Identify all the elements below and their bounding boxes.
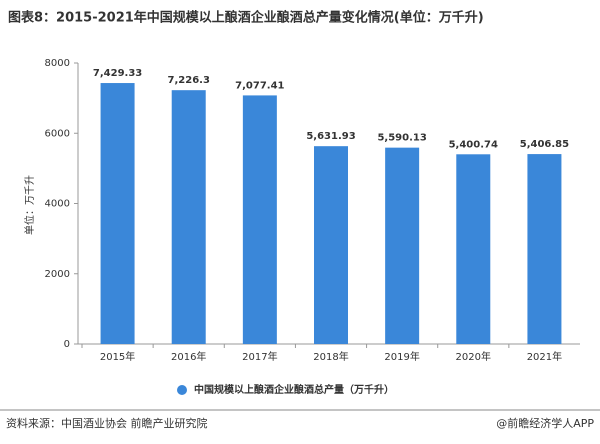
value-label: 5,590.13 (377, 133, 426, 144)
source: 资料来源：中国酒业协会 前瞻产业研究院 (6, 416, 208, 430)
value-label: 7,226.3 (168, 75, 210, 86)
value-label: 5,631.93 (306, 131, 355, 142)
y-tick-label: 4000 (45, 199, 70, 210)
x-tick-label: 2019年 (384, 350, 419, 363)
chart-title: 图表8：2015-2021年中国规模以上酿酒企业酿酒总产量变化情况(单位：万千升… (8, 10, 484, 26)
x-tick-label: 2015年 (100, 350, 135, 363)
value-label: 7,077.41 (235, 80, 284, 91)
value-label: 7,429.33 (93, 68, 142, 79)
bar (456, 154, 491, 344)
value-label: 5,400.74 (449, 139, 498, 150)
bar (242, 95, 277, 344)
x-tick-label: 2020年 (456, 350, 491, 363)
legend-marker (177, 385, 187, 395)
credit: @前瞻经济学人APP (496, 416, 594, 430)
x-tick-label: 2021年 (527, 350, 562, 363)
bar (527, 154, 562, 344)
value-label: 5,406.85 (520, 139, 569, 150)
x-tick-label: 2018年 (313, 350, 348, 363)
bar (314, 146, 348, 344)
x-tick-label: 2017年 (242, 350, 277, 363)
y-axis-label: 单位：万千升 (23, 175, 36, 235)
y-tick-label: 2000 (45, 269, 70, 280)
bar (171, 90, 206, 345)
y-tick-label: 8000 (45, 58, 70, 69)
y-tick-label: 0 (64, 339, 70, 350)
bar (385, 147, 420, 344)
bar (100, 83, 135, 344)
x-tick-label: 2016年 (171, 350, 206, 363)
legend-label: 中国规模以上酿酒企业酿酒总产量（万千升） (194, 383, 394, 396)
y-tick-label: 6000 (45, 128, 70, 139)
